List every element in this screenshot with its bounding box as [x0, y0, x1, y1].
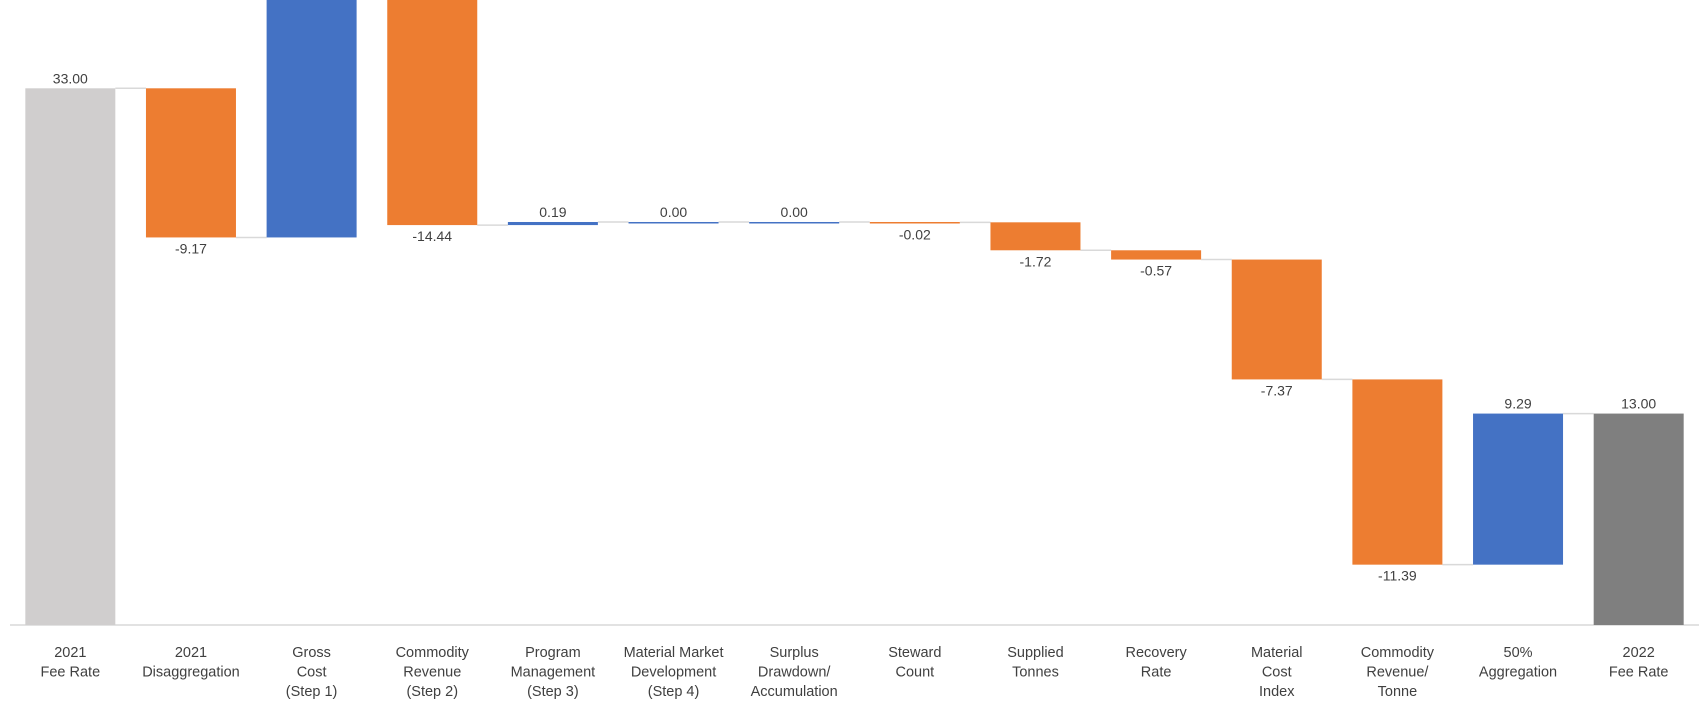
bar-10 [1231, 259, 1322, 380]
category-label: Surplus [770, 645, 819, 661]
bar-6 [749, 221, 840, 224]
bar-8 [990, 222, 1081, 251]
category-label: Fee Rate [40, 665, 100, 681]
bar-0 [25, 88, 116, 625]
data-label: 0.00 [660, 204, 687, 220]
category-label: Tonne [1378, 684, 1418, 700]
category-label: Management [511, 665, 596, 681]
category-label: Drawdown/ [758, 665, 831, 681]
category-label: 2021 [175, 645, 207, 661]
category-label: Program [525, 645, 581, 661]
data-label: -14.44 [412, 228, 452, 244]
category-label: Revenue/ [1366, 665, 1429, 681]
category-label: Gross [292, 645, 331, 661]
data-label: -7.37 [1261, 382, 1293, 398]
category-label: Supplied [1007, 645, 1063, 661]
category-label: Commodity [1361, 645, 1435, 661]
category-label: Cost [297, 665, 327, 681]
category-label: Development [631, 665, 716, 681]
category-label: Commodity [396, 645, 470, 661]
data-label: -0.02 [899, 226, 931, 242]
data-label: 0.00 [781, 204, 808, 220]
category-label: 2021 [54, 645, 86, 661]
category-label: 2022 [1623, 645, 1655, 661]
category-label: Tonnes [1012, 665, 1059, 681]
data-label: -1.72 [1020, 253, 1052, 269]
category-label: (Step 4) [648, 684, 700, 700]
bar-11 [1352, 379, 1443, 565]
category-label: Revenue [403, 665, 461, 681]
category-label: (Step 2) [406, 684, 458, 700]
data-label: -0.57 [1140, 263, 1172, 279]
bar-1 [145, 88, 236, 238]
bar-2 [266, 0, 357, 238]
category-label: Aggregation [1479, 665, 1557, 681]
category-label: Disaggregation [142, 665, 240, 681]
category-label: Accumulation [751, 684, 838, 700]
category-label: Cost [1262, 665, 1292, 681]
data-label: 0.19 [539, 204, 566, 220]
data-label: 33.00 [53, 70, 88, 86]
category-label: Index [1259, 684, 1295, 700]
bar-12 [1473, 413, 1564, 565]
data-label: -11.39 [1378, 568, 1417, 584]
category-label: Fee Rate [1609, 665, 1669, 681]
data-label: 13.00 [1621, 396, 1656, 412]
bar-7 [869, 221, 960, 224]
category-label: Material [1251, 645, 1303, 661]
bar-3 [387, 0, 478, 226]
category-label: Rate [1141, 665, 1172, 681]
category-label: Recovery [1125, 645, 1187, 661]
bar-5 [628, 221, 719, 224]
data-label: -9.17 [175, 240, 207, 256]
category-label: Count [895, 665, 934, 681]
category-label: 50% [1504, 645, 1533, 661]
category-label: Material Market [624, 645, 724, 661]
bar-13 [1593, 413, 1684, 625]
data-label: 9.29 [1504, 396, 1531, 412]
category-label: (Step 1) [286, 684, 338, 700]
category-label: Steward [888, 645, 941, 661]
bar-9 [1111, 250, 1202, 260]
bar-4 [507, 221, 598, 226]
category-label: (Step 3) [527, 684, 579, 700]
